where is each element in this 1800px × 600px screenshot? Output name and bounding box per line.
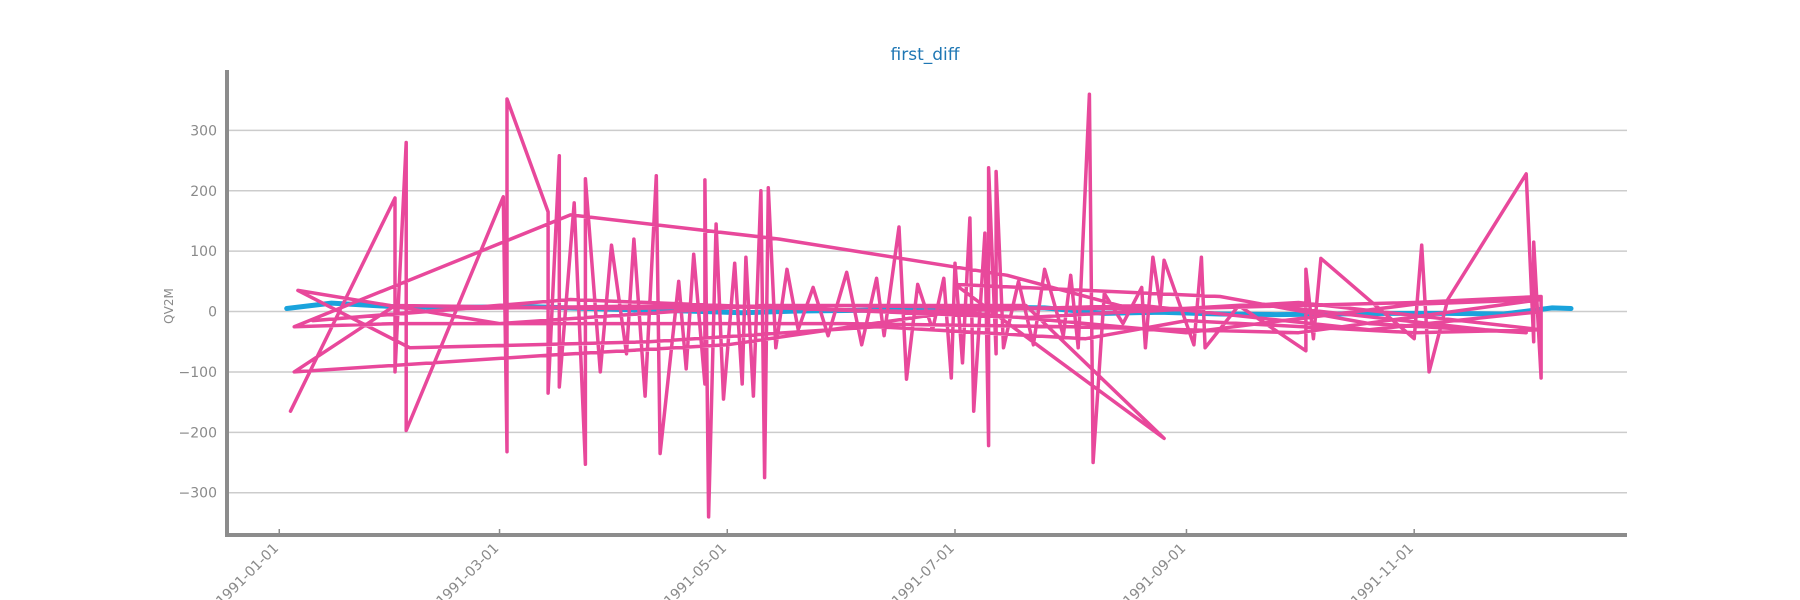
x-tick-label: 1991-03-01 [434,541,503,600]
x-axis-ticks: 1991-01-01 1991-03-01 1991-05-01 1991-07-01… [213,529,1417,600]
x-tick-label: 1991-09-01 [1120,541,1189,600]
x-tick-label: 1991-07-01 [889,541,958,600]
y-tick-label: 0 [208,305,217,321]
x-tick-label: 1991-01-01 [213,541,282,600]
grid-lines [227,129,1627,494]
y-axis-ticks: −300 −200 −100 0 100 200 300 [179,123,217,501]
series-lines [284,92,1574,519]
x-tick-label: 1991-11-01 [1348,541,1417,600]
y-tick-label: −100 [179,365,217,381]
chart-title: first_diff [891,45,961,65]
y-tick-label: −200 [179,425,217,441]
y-tick-label: 200 [190,184,217,200]
y-axis-label: QV2M [162,288,176,324]
x-tick-label: 1991-05-01 [661,541,730,600]
y-tick-label: −300 [179,486,217,502]
y-tick-label: 100 [190,244,217,260]
y-tick-label: 300 [190,123,217,139]
series-line-2 [288,92,1543,519]
